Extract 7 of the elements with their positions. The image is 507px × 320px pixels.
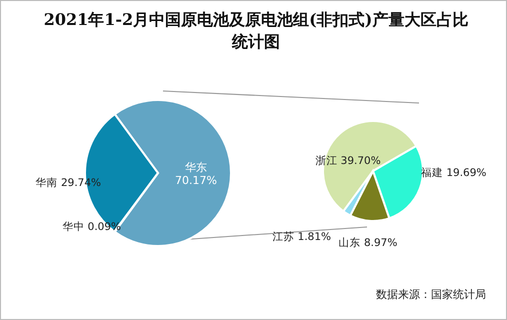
slice-label: 山东 8.97%	[338, 236, 398, 249]
slice-label: 江苏 1.81%	[272, 230, 332, 243]
data-label: 70.17%	[175, 174, 217, 187]
slice-label: 华东	[185, 161, 207, 174]
slice-label: 浙江 39.70%	[315, 154, 381, 167]
chart-title: 2021年1-2月中国原电池及原电池组(非扣式)产量大区占比统计图	[42, 9, 470, 53]
source-note: 数据来源：国家统计局	[376, 287, 486, 302]
